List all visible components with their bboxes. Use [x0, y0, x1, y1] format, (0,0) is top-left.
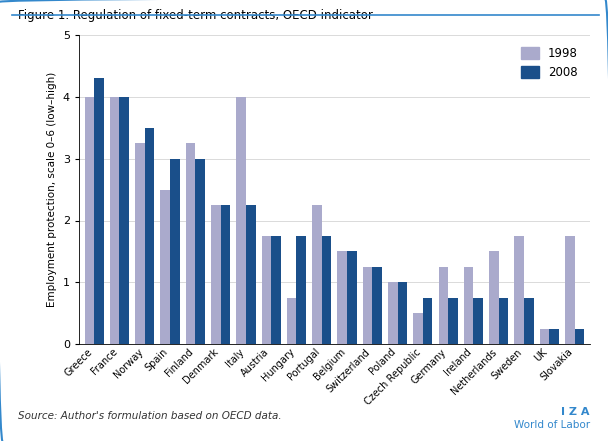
Bar: [322, 236, 331, 344]
Bar: [388, 282, 398, 344]
Legend: 1998, 2008: 1998, 2008: [515, 41, 584, 85]
Bar: [347, 251, 357, 344]
Bar: [423, 298, 432, 344]
Bar: [85, 97, 94, 344]
Bar: [464, 267, 474, 344]
Bar: [549, 329, 559, 344]
Text: Figure 1. Regulation of fixed-term contracts, OECD indicator: Figure 1. Regulation of fixed-term contr…: [18, 9, 373, 22]
Bar: [565, 236, 575, 344]
Bar: [438, 267, 448, 344]
Bar: [489, 251, 499, 344]
Bar: [575, 329, 584, 344]
Text: Source: Author's formulation based on OECD data.: Source: Author's formulation based on OE…: [18, 411, 282, 421]
Bar: [413, 313, 423, 344]
Bar: [135, 143, 145, 344]
Bar: [161, 190, 170, 344]
Bar: [363, 267, 372, 344]
Bar: [246, 205, 255, 344]
Bar: [261, 236, 271, 344]
Bar: [499, 298, 508, 344]
Bar: [110, 97, 120, 344]
Bar: [337, 251, 347, 344]
Bar: [287, 298, 297, 344]
Text: World of Labor: World of Labor: [514, 420, 590, 430]
Bar: [474, 298, 483, 344]
Bar: [398, 282, 407, 344]
Bar: [120, 97, 129, 344]
Bar: [271, 236, 281, 344]
Bar: [372, 267, 382, 344]
Y-axis label: Employment protection, scale 0–6 (low–high): Employment protection, scale 0–6 (low–hi…: [47, 72, 57, 307]
Bar: [221, 205, 230, 344]
Bar: [540, 329, 549, 344]
Bar: [514, 236, 524, 344]
Bar: [211, 205, 221, 344]
Bar: [448, 298, 458, 344]
Bar: [145, 128, 154, 344]
Bar: [297, 236, 306, 344]
Bar: [195, 159, 205, 344]
Bar: [237, 97, 246, 344]
Text: I Z A: I Z A: [561, 407, 590, 417]
Bar: [170, 159, 180, 344]
Bar: [94, 78, 104, 344]
Bar: [312, 205, 322, 344]
Bar: [524, 298, 534, 344]
Bar: [185, 143, 195, 344]
